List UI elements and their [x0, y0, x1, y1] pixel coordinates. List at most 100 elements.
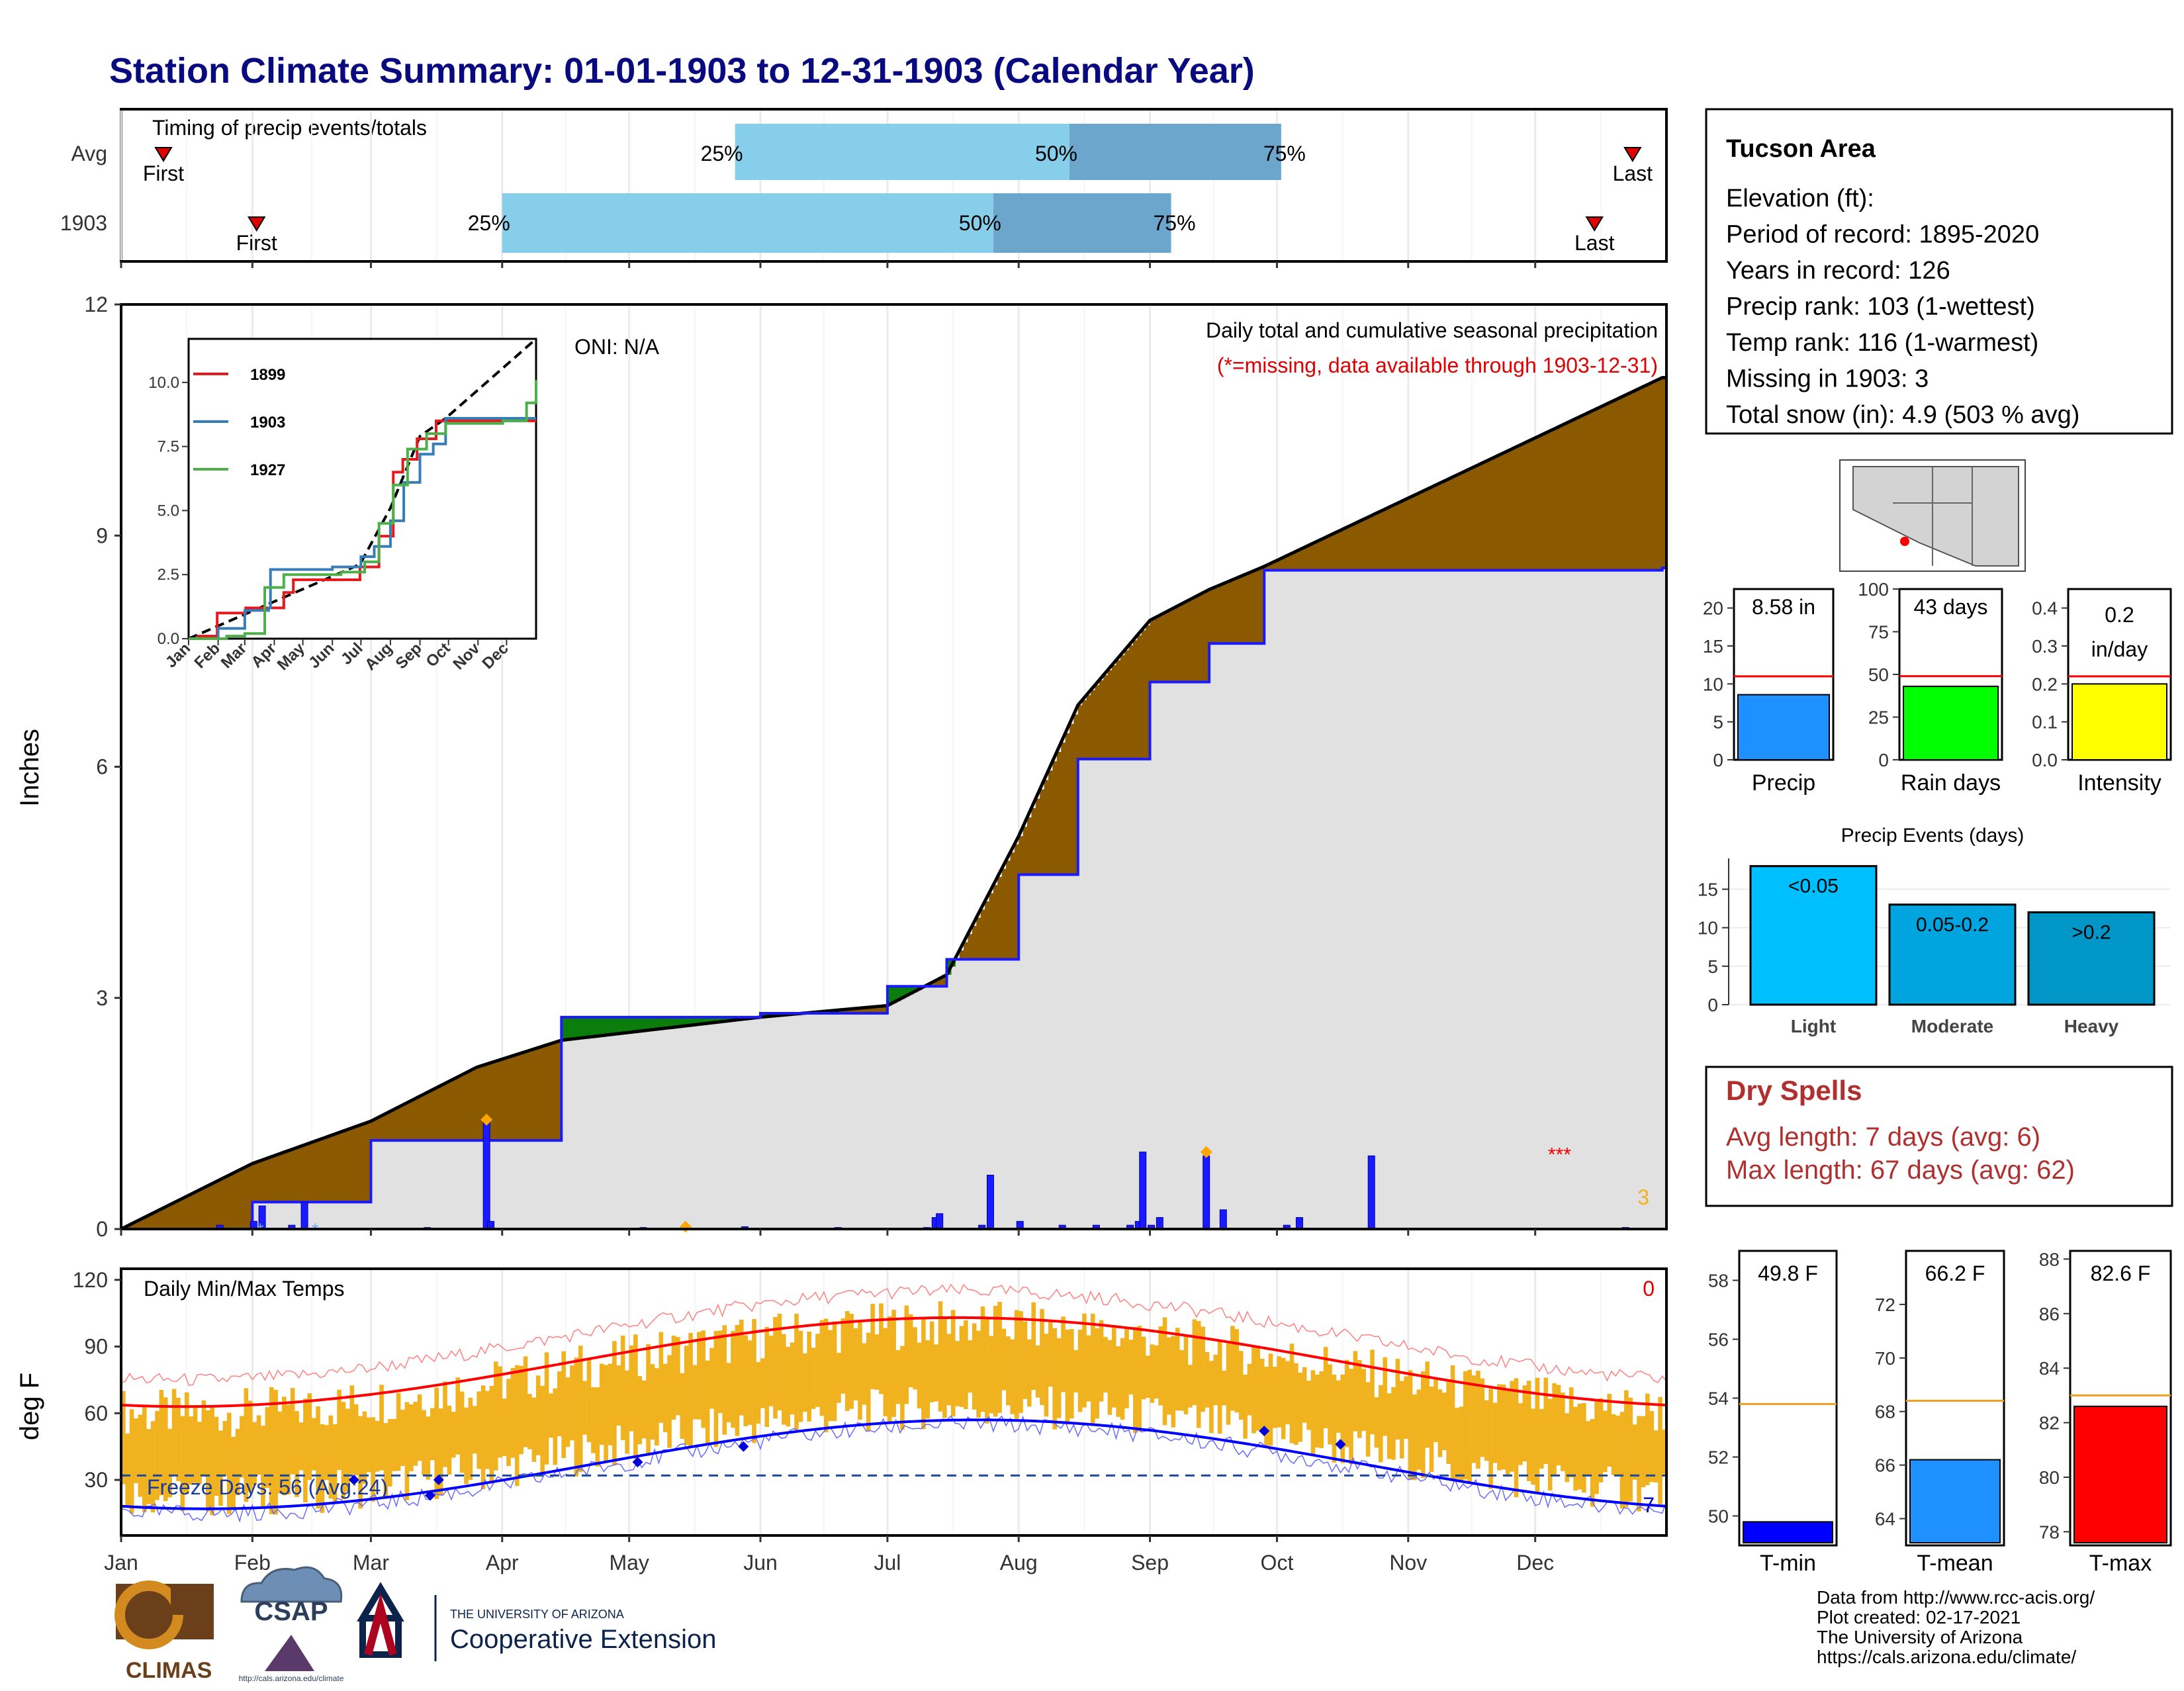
daily-precip-bar: [1156, 1217, 1163, 1230]
daily-temp-bar: [1662, 1430, 1667, 1475]
deficit-fill: [1268, 564, 1273, 571]
temp-y-tick-label: 90: [84, 1335, 108, 1359]
daily-temp-bar: [655, 1368, 659, 1446]
daily-temp-bar: [1201, 1326, 1205, 1412]
deficit-fill: [1175, 607, 1180, 682]
daily-temp-bar: [218, 1430, 223, 1506]
mini-bar-value-label: 8.58 in: [1752, 595, 1815, 619]
inset-y-tick-label: 7.5: [158, 438, 179, 456]
daily-temp-bar: [1441, 1393, 1447, 1451]
deficit-fill: [1547, 432, 1553, 571]
deficit-fill: [510, 1056, 516, 1141]
daily-temp-bar: [426, 1416, 431, 1480]
daily-temp-bar: [921, 1319, 926, 1430]
deficit-fill: [942, 977, 948, 987]
daily-temp-bar: [1209, 1361, 1214, 1434]
daily-temp-bar: [1349, 1369, 1353, 1465]
daily-temp-bar: [1412, 1394, 1417, 1481]
daily-temp-bar: [1158, 1326, 1163, 1406]
daily-temp-bar: [353, 1404, 359, 1476]
daily-temp-bar: [1543, 1377, 1549, 1465]
daily-temp-bar: [955, 1341, 960, 1406]
deficit-fill: [1433, 486, 1439, 571]
deficit-fill: [353, 1127, 359, 1203]
surplus-fill: [676, 1017, 681, 1027]
daily-temp-bar: [1450, 1365, 1455, 1479]
mini-bar-tick-label: 25: [1868, 708, 1889, 728]
deficit-fill: [1615, 399, 1621, 571]
deficit-fill: [438, 1086, 443, 1141]
daily-temp-bar: [1090, 1313, 1095, 1424]
mini-bar-intensity: [2071, 683, 2167, 761]
deficit-fill: [367, 1122, 372, 1203]
deficit-fill: [392, 1110, 397, 1141]
daily-temp-bar: [684, 1346, 689, 1445]
station-info-frame: [1705, 108, 2173, 435]
daily-temp-bar: [1077, 1330, 1083, 1412]
daily-temp-bar: [832, 1321, 837, 1422]
y-tick-label: 12: [84, 293, 108, 316]
daily-temp-bar: [298, 1422, 304, 1471]
deficit-fill: [1056, 752, 1062, 875]
surplus-fill: [646, 1017, 651, 1030]
surplus-fill: [887, 986, 892, 1006]
deficit-fill: [477, 1067, 482, 1141]
deficit-fill: [841, 1009, 846, 1014]
deficit-fill: [1103, 675, 1109, 759]
deficit-fill: [862, 1007, 867, 1014]
deficit-fill: [1467, 470, 1473, 571]
deficit-fill: [155, 1212, 160, 1229]
daily-temp-bar: [735, 1324, 740, 1436]
surplus-fill: [680, 1017, 685, 1027]
daily-temp-bar: [1264, 1367, 1269, 1447]
surplus-fill: [604, 1017, 609, 1036]
mini-bar-tick-label: 10: [1703, 674, 1723, 694]
daily-temp-bar: [1222, 1370, 1226, 1406]
daily-temp-bar: [1492, 1402, 1498, 1463]
csap-cloud-icon: [240, 1566, 343, 1603]
deficit-fill: [874, 1007, 880, 1014]
daily-temp-bar: [1141, 1336, 1146, 1400]
daily-temp-bar: [498, 1366, 502, 1458]
daily-temp-bar: [193, 1406, 198, 1483]
daily-temp-bar: [540, 1385, 545, 1475]
deficit-fill: [1370, 516, 1375, 571]
record-low-diamond-icon: [425, 1490, 435, 1501]
precip-events-title: Precip Events (days): [1841, 825, 2025, 846]
deficit-fill: [929, 983, 934, 987]
deficit-fill: [1429, 488, 1434, 571]
deficit-fill: [282, 1153, 287, 1203]
daily-temp-bar: [396, 1393, 401, 1471]
deficit-fill: [1514, 447, 1519, 571]
daily-temp-bar: [1425, 1361, 1430, 1448]
deficit-fill: [409, 1101, 414, 1141]
surplus-fill: [760, 1013, 765, 1017]
deficit-fill: [1111, 665, 1116, 759]
daily-temp-bar: [214, 1416, 219, 1496]
daily-precip-bar: [1295, 1217, 1303, 1230]
deficit-fill: [295, 1148, 300, 1203]
timing-marker-label: Last: [1574, 231, 1615, 255]
daily-temp-bar: [823, 1318, 829, 1433]
deficit-fill: [404, 1103, 410, 1141]
temp-bar-label: T-min: [1760, 1551, 1816, 1576]
csap-mountain-icon: [265, 1635, 314, 1671]
missing-count: 3: [1637, 1185, 1649, 1209]
deficit-fill: [870, 1007, 876, 1014]
deficit-fill: [1539, 435, 1545, 571]
daily-temp-bar: [604, 1365, 608, 1463]
deficit-fill: [1624, 395, 1629, 571]
cumulative-line-1903: [121, 567, 1666, 1230]
deficit-fill: [1099, 680, 1104, 759]
timing-25-label: 25%: [468, 211, 510, 235]
events-tick-label: 0: [1707, 995, 1718, 1015]
temp-bar-tick-label: 78: [2039, 1522, 2060, 1542]
deficit-fill: [388, 1112, 393, 1141]
mini-bar-tick-label: 75: [1868, 622, 1889, 643]
temp-bar-label: T-mean: [1917, 1551, 1993, 1576]
daily-temp-bar: [1561, 1393, 1565, 1471]
daily-temp-bar: [586, 1359, 592, 1442]
deficit-fill: [858, 1008, 863, 1014]
deficit-fill: [1238, 576, 1244, 644]
